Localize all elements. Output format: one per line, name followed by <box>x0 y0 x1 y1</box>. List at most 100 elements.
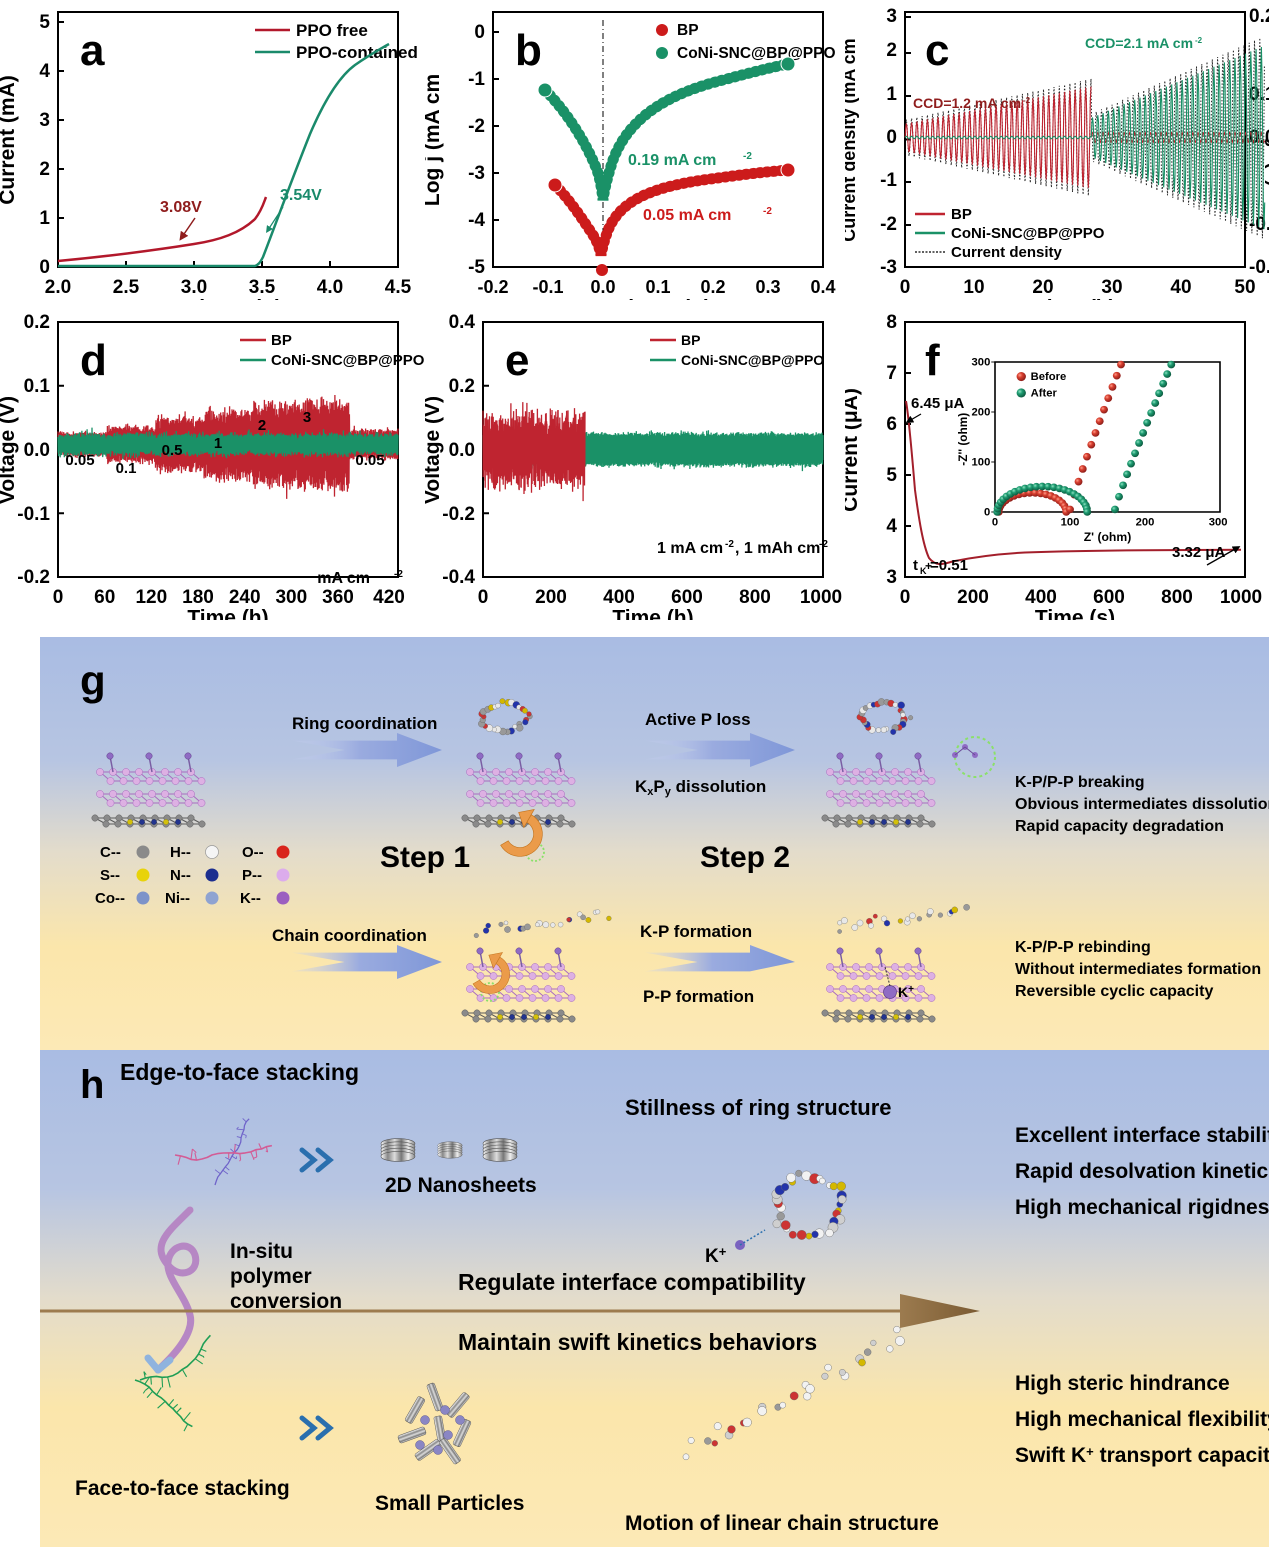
svg-text:Maintain swift kinetics behavi: Maintain swift kinetics behaviors <box>458 1329 817 1355</box>
svg-text:1: 1 <box>886 84 897 105</box>
svg-text:1: 1 <box>214 435 222 452</box>
svg-text:0: 0 <box>886 127 897 148</box>
svg-text:0: 0 <box>478 587 489 608</box>
svg-text:3.54V: 3.54V <box>280 187 322 204</box>
svg-text:-2: -2 <box>725 539 734 550</box>
svg-text:0.2: 0.2 <box>700 277 725 297</box>
svg-text:K-P/P-P breaking: K-P/P-P breaking <box>1015 774 1145 791</box>
svg-text:C--: C-- <box>100 844 121 861</box>
svg-text:0: 0 <box>53 587 64 608</box>
svg-text:BP: BP <box>271 332 292 349</box>
svg-text:Face-to-face stacking: Face-to-face stacking <box>75 1477 290 1500</box>
svg-text:e: e <box>505 336 529 385</box>
svg-text:CoNi-SNC@BP@PPO: CoNi-SNC@BP@PPO <box>681 352 824 368</box>
svg-text:-4: -4 <box>468 210 485 231</box>
svg-text:polymer: polymer <box>230 1265 312 1288</box>
svg-text:3.5: 3.5 <box>249 277 276 298</box>
svg-text:3: 3 <box>39 110 50 131</box>
svg-text:8: 8 <box>886 312 897 333</box>
svg-text:0.4: 0.4 <box>810 277 835 297</box>
svg-text:0: 0 <box>992 517 998 529</box>
svg-text:-2: -2 <box>880 214 897 235</box>
svg-text:-Z'' (ohm): -Z'' (ohm) <box>956 413 970 466</box>
svg-text:1000: 1000 <box>800 587 842 608</box>
svg-text:4: 4 <box>39 61 50 82</box>
svg-text:2.5: 2.5 <box>113 277 140 298</box>
svg-text:Current density: Current density <box>951 244 1063 261</box>
svg-text:-5: -5 <box>468 257 485 278</box>
svg-text:2: 2 <box>886 40 897 61</box>
svg-text:0.1: 0.1 <box>116 460 137 477</box>
svg-text:Stillness of ring structure: Stillness of ring structure <box>625 1095 892 1120</box>
svg-text:Voltage (V): Voltage (V) <box>0 396 19 504</box>
svg-text:0.0: 0.0 <box>449 440 475 461</box>
svg-text:a: a <box>80 26 105 75</box>
svg-text:Excellent interface stability: Excellent interface stability <box>1015 1124 1269 1147</box>
svg-text:0.0: 0.0 <box>24 440 50 461</box>
svg-text:Step 2: Step 2 <box>700 841 790 874</box>
svg-text:2.0: 2.0 <box>45 277 71 298</box>
svg-text:Reversible cyclic capacity: Reversible cyclic capacity <box>1015 983 1213 1000</box>
svg-text:O--: O-- <box>242 844 264 861</box>
svg-text:Z' (ohm): Z' (ohm) <box>1084 530 1132 544</box>
svg-text:1 mA cm: 1 mA cm <box>657 540 723 557</box>
svg-text:t: t <box>913 557 918 574</box>
svg-text:600: 600 <box>1093 587 1125 608</box>
svg-text:0.05 mA cm: 0.05 mA cm <box>643 207 731 224</box>
svg-text:180: 180 <box>182 587 214 608</box>
svg-text:-0.1: -0.1 <box>532 277 563 297</box>
svg-text:BP: BP <box>951 206 972 223</box>
svg-text:Edge-to-face stacking: Edge-to-face stacking <box>120 1059 359 1085</box>
svg-text:-1: -1 <box>468 69 485 90</box>
svg-text:K-P/P-P rebinding: K-P/P-P rebinding <box>1015 939 1151 956</box>
svg-text:360: 360 <box>322 587 354 608</box>
svg-text:0.2: 0.2 <box>24 312 50 333</box>
svg-text:0.4: 0.4 <box>449 312 476 333</box>
svg-text:f: f <box>925 336 940 385</box>
svg-text:CoNi-SNC@BP@PPO: CoNi-SNC@BP@PPO <box>677 45 836 62</box>
svg-text:10: 10 <box>963 277 984 298</box>
svg-text:Co--: Co-- <box>95 890 125 907</box>
svg-text:0.1: 0.1 <box>24 376 51 397</box>
svg-text:b: b <box>515 26 542 75</box>
svg-text:0.1: 0.1 <box>645 277 670 297</box>
svg-text:Ni--: Ni-- <box>165 890 190 907</box>
svg-text:Without intermediates formatio: Without intermediates formation <box>1015 961 1261 978</box>
svg-text:N--: N-- <box>170 867 191 884</box>
svg-text:3: 3 <box>303 409 311 426</box>
svg-text:-2: -2 <box>394 569 403 580</box>
svg-text:6.45 μA: 6.45 μA <box>911 395 965 412</box>
svg-text:-0.4: -0.4 <box>442 567 475 588</box>
svg-text:Time (h): Time (h) <box>187 606 268 620</box>
svg-text:60: 60 <box>94 587 115 608</box>
svg-text:-0.1: -0.1 <box>17 504 50 525</box>
svg-text:200: 200 <box>535 587 567 608</box>
svg-text:0: 0 <box>900 277 911 298</box>
svg-text:CoNi-SNC@BP@PPO: CoNi-SNC@BP@PPO <box>271 352 425 369</box>
svg-text:K+: K+ <box>705 1244 727 1267</box>
svg-text:0: 0 <box>900 587 911 608</box>
svg-text:Rapid capacity degradation: Rapid capacity degradation <box>1015 818 1224 835</box>
svg-text:120: 120 <box>135 587 167 608</box>
svg-text:CCD=2.1 mA cm: CCD=2.1 mA cm <box>1085 35 1193 51</box>
svg-text:CoNi-SNC@BP@PPO: CoNi-SNC@BP@PPO <box>951 225 1105 242</box>
svg-text:Ring coordination: Ring coordination <box>292 714 437 733</box>
svg-text:Time (s): Time (s) <box>1035 606 1115 620</box>
svg-text:0: 0 <box>39 257 50 278</box>
svg-text:Motion of linear chain structu: Motion of linear chain structure <box>625 1512 939 1535</box>
svg-text:0.3: 0.3 <box>755 277 780 297</box>
svg-text:=0.51: =0.51 <box>930 557 968 574</box>
svg-text:Chain coordination: Chain coordination <box>272 926 427 945</box>
svg-text:200: 200 <box>1136 517 1155 529</box>
svg-text:Voltage (V): Voltage (V) <box>425 396 444 504</box>
svg-text:c: c <box>925 26 949 75</box>
svg-text:50: 50 <box>1234 277 1255 298</box>
svg-text:H--: H-- <box>170 844 191 861</box>
svg-text:5: 5 <box>39 12 50 33</box>
svg-text:800: 800 <box>739 587 771 608</box>
svg-text:Voltage (V): Voltage (V) <box>1265 94 1269 187</box>
svg-text:0.2: 0.2 <box>1249 6 1269 27</box>
svg-text:-1: -1 <box>880 170 897 191</box>
svg-text:Small Particles: Small Particles <box>375 1492 524 1515</box>
svg-text:-2: -2 <box>763 206 772 217</box>
